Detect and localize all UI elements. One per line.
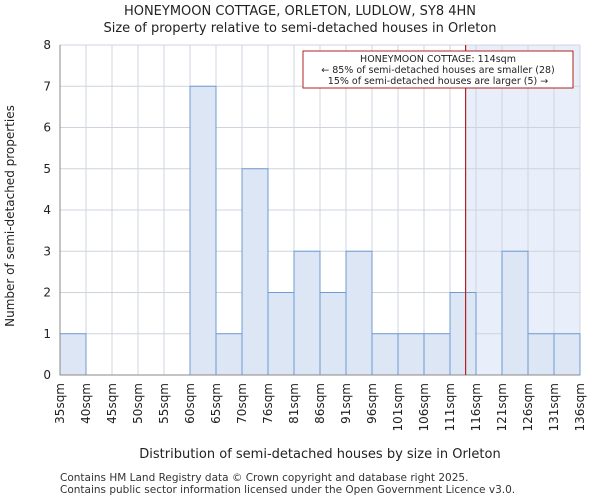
annotation-line-1: HONEYMOON COTTAGE: 114sqm	[360, 54, 516, 65]
bar	[397, 333, 425, 376]
chart-subtitle: Size of property relative to semi-detach…	[103, 21, 497, 36]
y-tick-label: 1	[43, 327, 51, 341]
bar	[319, 292, 347, 376]
bar	[345, 250, 373, 376]
x-tick-label: 45sqm	[105, 383, 119, 424]
chart-title: HONEYMOON COTTAGE, ORLETON, LUDLOW, SY8 …	[123, 4, 477, 19]
x-tick-label: 121sqm	[495, 383, 509, 431]
y-axis-label: Number of semi-detached properties	[3, 105, 17, 327]
x-tick-label: 40sqm	[79, 383, 93, 424]
footer-licence: Contains public sector information licen…	[60, 484, 516, 496]
bar	[423, 333, 451, 376]
y-tick-label: 0	[43, 368, 51, 382]
bar	[527, 333, 555, 376]
plot-area: 0 1 2 3 4 5 6 7 8 35sqm 40sqm 45sqm 50sqm 55sqm 60sqm 6…	[43, 38, 587, 431]
y-tick-label: 6	[43, 121, 51, 135]
x-tick-label: 96sqm	[365, 383, 379, 424]
x-tick-label: 81sqm	[287, 383, 301, 424]
x-axis-label: Distribution of semi-detached houses by …	[139, 447, 500, 462]
bar	[189, 85, 217, 376]
x-tick-label: 70sqm	[235, 383, 249, 424]
bar	[293, 250, 321, 376]
x-tick-label: 35sqm	[53, 383, 67, 424]
x-tick-label: 55sqm	[157, 383, 171, 424]
annotation-line-2: ← 85% of semi-detached houses are smalle…	[321, 65, 555, 76]
y-tick-label: 3	[43, 244, 51, 258]
x-tick-label: 111sqm	[443, 383, 457, 431]
x-tick-label: 101sqm	[391, 383, 405, 431]
footer-copyright: Contains HM Land Registry data © Crown c…	[60, 472, 469, 484]
annotation-line-3: 15% of semi-detached houses are larger (…	[328, 76, 548, 87]
bar	[501, 250, 529, 376]
y-tick-label: 2	[43, 286, 51, 300]
x-tick-label: 131sqm	[547, 383, 561, 431]
annotation-box	[302, 50, 574, 89]
x-tick-label: 106sqm	[417, 383, 431, 431]
x-tick-label: 76sqm	[261, 383, 275, 424]
bar	[215, 333, 243, 376]
x-tick-label: 50sqm	[131, 383, 145, 424]
bar	[371, 333, 399, 376]
x-tick-label: 86sqm	[313, 383, 327, 424]
bar	[59, 333, 87, 376]
y-tick-label: 4	[43, 203, 51, 217]
bar	[449, 292, 477, 376]
bar	[241, 168, 269, 376]
x-tick-label: 136sqm	[573, 383, 587, 431]
y-tick-label: 7	[43, 79, 51, 93]
x-tick-label: 60sqm	[183, 383, 197, 424]
x-tick-label: 65sqm	[209, 383, 223, 424]
bar	[267, 292, 295, 376]
x-tick-label: 126sqm	[521, 383, 535, 431]
x-tick-label: 116sqm	[469, 383, 483, 431]
x-tick-label: 91sqm	[339, 383, 353, 424]
y-tick-label: 8	[43, 38, 51, 52]
y-tick-label: 5	[43, 162, 51, 176]
chart: 0 1 2 3 4 5 6 7 8 35sqm 40sqm 45sqm 50sqm 55sqm 60sqm 6…	[3, 38, 587, 462]
bar	[553, 333, 581, 376]
